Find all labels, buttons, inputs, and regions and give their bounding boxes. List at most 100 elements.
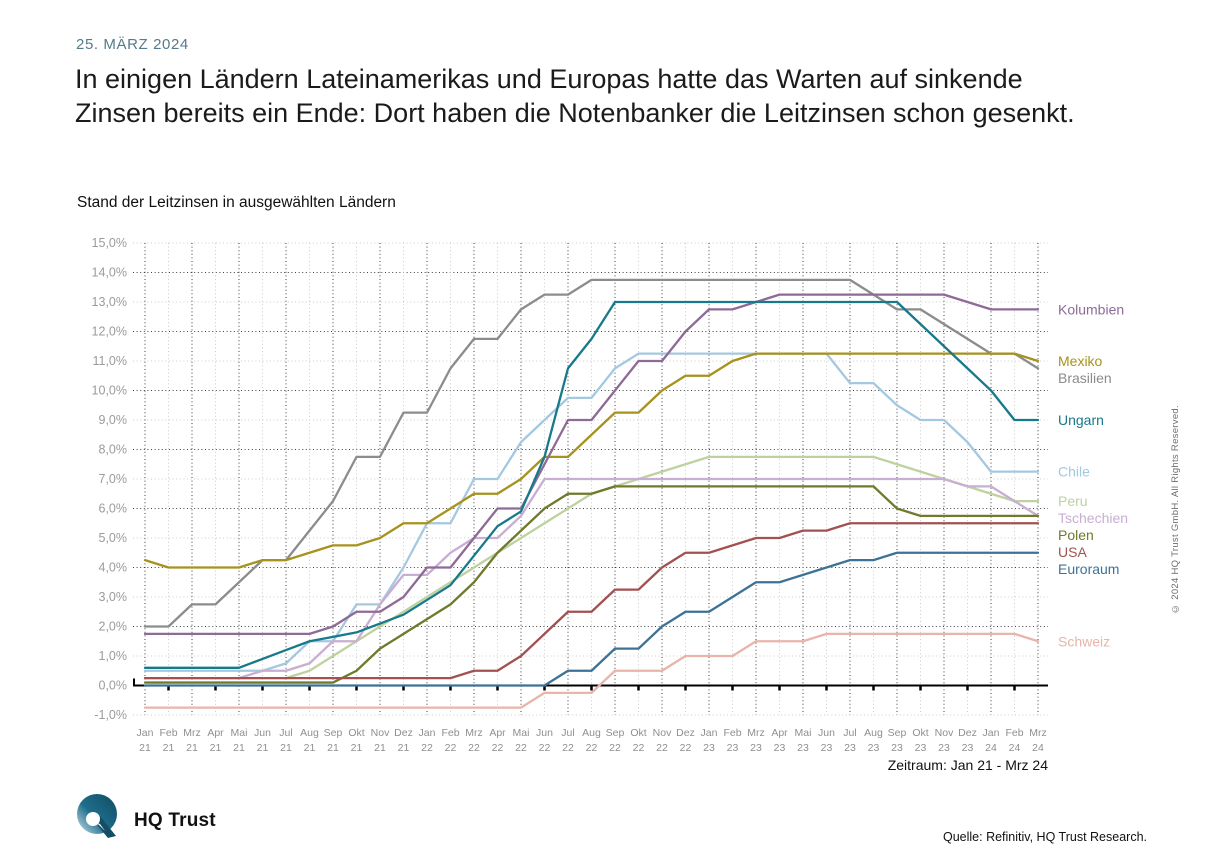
x-tick-year: 24 xyxy=(1009,742,1021,754)
x-tick-year: 21 xyxy=(210,742,222,754)
x-tick-year: 22 xyxy=(656,742,668,754)
x-tick-month: Sep xyxy=(888,727,907,739)
rates-chart: 15,0% 14,0% 13,0% 12,0% 11,0% 10,0% 9,0% 8,0% 7,… xyxy=(75,230,1185,775)
series-line-euroraum xyxy=(143,551,1040,687)
x-tick-month: Jul xyxy=(279,727,292,739)
y-tick-label: 12,0% xyxy=(92,325,127,339)
y-tick-label: 1,0% xyxy=(99,649,128,663)
x-tick-month: Sep xyxy=(324,727,343,739)
x-tick-month: Jun xyxy=(536,727,553,739)
x-tick-month: Okt xyxy=(912,727,928,739)
x-tick-month: Apr xyxy=(771,727,788,739)
x-tick-month: Mai xyxy=(231,727,248,739)
y-tick-label: 8,0% xyxy=(99,443,128,457)
period-note: Zeitraum: Jan 21 - Mrz 24 xyxy=(887,757,1048,773)
x-tick-year: 21 xyxy=(257,742,269,754)
x-tick-month: Feb xyxy=(723,727,741,739)
legend-label-schweiz: Schweiz xyxy=(1058,633,1110,649)
x-tick-month: Jan xyxy=(983,727,1000,739)
x-tick-year: 22 xyxy=(421,742,433,754)
x-tick-month: Nov xyxy=(653,727,672,739)
x-tick-year: 23 xyxy=(962,742,974,754)
page-title-line2: Zinsen bereits ein Ende: Dort haben die … xyxy=(75,98,1075,128)
y-tick-label: 7,0% xyxy=(99,472,128,486)
series-line-schweiz xyxy=(143,632,1040,709)
y-tick-label: 3,0% xyxy=(99,590,128,604)
y-tick-label: 11,0% xyxy=(92,354,127,368)
x-tick-month: Apr xyxy=(207,727,224,739)
x-tick-month: Nov xyxy=(935,727,954,739)
x-tick-month: Apr xyxy=(489,727,506,739)
x-tick-year: 21 xyxy=(374,742,386,754)
x-tick-year: 22 xyxy=(445,742,457,754)
x-tick-year: 22 xyxy=(492,742,504,754)
x-tick-year: 24 xyxy=(1032,742,1044,754)
x-tick-month: Nov xyxy=(371,727,390,739)
y-tick-label: 15,0% xyxy=(92,236,127,250)
x-tick-month: Jun xyxy=(818,727,835,739)
y-tick-label: 5,0% xyxy=(99,531,128,545)
x-tick-year: 21 xyxy=(186,742,198,754)
x-tick-month: Okt xyxy=(348,727,364,739)
x-tick-month: Dez xyxy=(394,727,413,739)
x-tick-month: Jul xyxy=(561,727,574,739)
series-line-ungarn xyxy=(143,300,1040,669)
rates-chart-svg: 15,0% 14,0% 13,0% 12,0% 11,0% 10,0% 9,0% 8,0% 7,… xyxy=(92,236,1129,754)
x-tick-year: 21 xyxy=(139,742,151,754)
source-note: Quelle: Refinitiv, HQ Trust Research. xyxy=(942,830,1147,844)
x-tick-year: 22 xyxy=(468,742,480,754)
series-line-chile xyxy=(143,352,1040,672)
y-tick-label: 4,0% xyxy=(99,561,128,575)
x-tick-year: 22 xyxy=(586,742,598,754)
x-tick-year: 21 xyxy=(233,742,245,754)
x-tick-year: 21 xyxy=(351,742,363,754)
x-tick-month: Okt xyxy=(630,727,646,739)
x-tick-month: Dez xyxy=(676,727,695,739)
series-line-polen xyxy=(143,485,1040,684)
x-tick-year: 21 xyxy=(280,742,292,754)
x-tick-month: Aug xyxy=(864,727,883,739)
x-tick-month: Mai xyxy=(513,727,530,739)
x-tick-year: 23 xyxy=(774,742,786,754)
x-tick-year: 23 xyxy=(938,742,950,754)
series-line-mexiko xyxy=(143,352,1040,569)
x-tick-year: 23 xyxy=(868,742,880,754)
x-tick-year: 22 xyxy=(539,742,551,754)
x-tick-month: Feb xyxy=(159,727,177,739)
legend-label-brasilien: Brasilien xyxy=(1058,370,1112,386)
x-tick-month: Aug xyxy=(582,727,601,739)
y-tick-label: 14,0% xyxy=(92,266,127,280)
legend-label-tschechien: Tschechien xyxy=(1058,510,1128,526)
legend-label-peru: Peru xyxy=(1058,493,1088,509)
x-tick-year: 23 xyxy=(844,742,856,754)
page-title-line1: In einigen Ländern Lateinamerikas und Eu… xyxy=(75,64,1023,94)
x-tick-month: Feb xyxy=(441,727,459,739)
x-tick-month: Jan xyxy=(419,727,436,739)
x-tick-month: Sep xyxy=(606,727,625,739)
legend-label-usa: USA xyxy=(1058,544,1087,560)
x-tick-year: 22 xyxy=(562,742,574,754)
page-title: In einigen Ländern Lateinamerikas und Eu… xyxy=(75,62,1145,130)
publication-date: 25. MÄRZ 2024 xyxy=(76,36,189,53)
x-tick-year: 23 xyxy=(750,742,762,754)
x-tick-month: Mrz xyxy=(465,727,483,739)
series-line-usa xyxy=(143,522,1040,680)
x-tick-year: 21 xyxy=(327,742,339,754)
legend-label-kolumbien: Kolumbien xyxy=(1058,301,1124,317)
series-line-brasilien xyxy=(143,278,1040,628)
x-tick-year: 21 xyxy=(304,742,316,754)
series-line-tschechien xyxy=(143,477,1040,680)
x-tick-month: Mai xyxy=(795,727,812,739)
footer-brand: HQ Trust xyxy=(76,794,216,847)
x-tick-month: Jul xyxy=(843,727,856,739)
brand-name: HQ Trust xyxy=(134,809,216,831)
x-tick-month: Feb xyxy=(1005,727,1023,739)
y-tick-label: 0,0% xyxy=(99,679,128,693)
x-tick-month: Jun xyxy=(254,727,271,739)
x-tick-year: 23 xyxy=(727,742,739,754)
x-tick-month: Jan xyxy=(137,727,154,739)
legend-label-ungarn: Ungarn xyxy=(1058,412,1104,428)
x-tick-year: 21 xyxy=(163,742,175,754)
x-tick-year: 23 xyxy=(703,742,715,754)
